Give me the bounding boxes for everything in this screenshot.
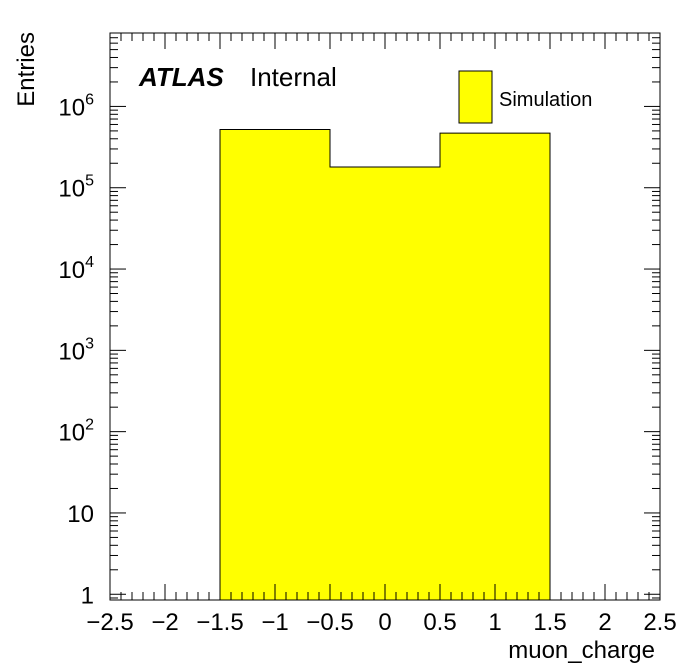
x-tick-label: 1.5 — [533, 609, 566, 636]
x-tick-label: −2.5 — [86, 609, 133, 636]
x-tick-label: 2.5 — [643, 609, 676, 636]
histogram-bar — [330, 166, 440, 600]
x-tick-label: −2 — [151, 609, 178, 636]
histogram-outline — [219, 129, 551, 600]
y-axis-title: Entries — [13, 32, 40, 107]
y-tick-label: 105 — [58, 173, 94, 203]
x-tick-label: −1 — [261, 609, 288, 636]
y-tick-label: 106 — [58, 91, 94, 121]
x-tick-label: 0.5 — [423, 609, 456, 636]
atlas-label: ATLAS — [138, 62, 224, 92]
x-tick-label: 2 — [598, 609, 611, 636]
x-axis-title: muon_charge — [508, 637, 655, 664]
x-tick-label: −0.5 — [306, 609, 353, 636]
histogram-bars — [219, 129, 551, 601]
legend: Simulation — [458, 70, 592, 124]
x-tick-label: 1 — [488, 609, 501, 636]
x-tick-label: 0 — [378, 609, 391, 636]
internal-label: Internal — [250, 62, 337, 92]
y-tick-label: 104 — [58, 254, 94, 284]
histogram-bar — [440, 133, 550, 600]
x-tick-labels: −2.5 −2 −1.5 −1 −0.5 0 0.5 1 1.5 2 2.5 — [86, 609, 676, 636]
x-tick-label: −1.5 — [196, 609, 243, 636]
y-tick-label: 102 — [58, 417, 94, 447]
y-tick-label: 10 — [67, 501, 94, 528]
y-tick-label: 1 — [81, 582, 94, 609]
histogram-bar — [220, 129, 330, 601]
y-tick-labels: 1 10 102 103 104 105 106 — [58, 91, 94, 609]
axis-ticks — [109, 32, 661, 600]
legend-swatch-simulation — [458, 70, 493, 124]
legend-label-simulation: Simulation — [499, 89, 592, 111]
y-tick-label: 103 — [58, 335, 94, 365]
